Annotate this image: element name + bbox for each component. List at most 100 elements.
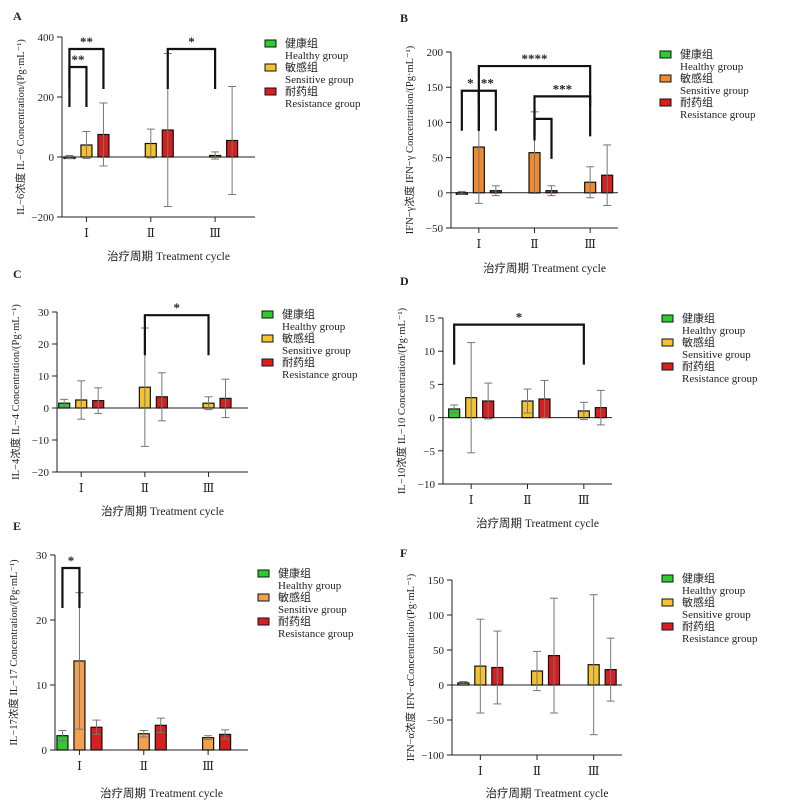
significance-label: **: [481, 76, 494, 91]
legend-label-en: Resistance group: [682, 633, 758, 645]
legend-swatch-healthy: [264, 39, 277, 48]
legend-swatch-healthy: [257, 569, 270, 578]
legend-label-zh: 敏感组: [680, 71, 713, 85]
legend-label-en: Sensitive group: [282, 345, 351, 357]
legend-label-zh: 耐药组: [285, 84, 318, 98]
y-axis-title: IL−17浓度 IL−17 Concentration/(Pg·mL⁻¹): [7, 559, 20, 746]
x-tick-label: Ⅲ: [578, 493, 590, 507]
significance-bracket: [453, 323, 585, 365]
y-tick-label: 400: [38, 32, 55, 44]
legend-label-zh: 敏感组: [285, 60, 318, 74]
x-tick-label: Ⅱ: [141, 481, 149, 495]
y-tick-label: −20: [32, 467, 50, 479]
significance-bracket: [68, 65, 88, 107]
panel-label: E: [13, 519, 21, 533]
legend-swatch-sensitive: [661, 598, 674, 607]
x-tick-label: Ⅱ: [147, 226, 155, 240]
x-tick-label: Ⅱ: [530, 237, 538, 251]
y-tick-label: −100: [421, 750, 444, 762]
legend-label-en: Resistance group: [680, 109, 756, 121]
x-tick-label: Ⅲ: [209, 226, 221, 240]
legend-label-en: Resistance group: [285, 98, 361, 110]
x-tick-label: Ⅰ: [79, 481, 84, 495]
legend-swatch-resistance: [257, 617, 270, 626]
legend-swatch-sensitive: [659, 74, 672, 83]
x-tick-label: Ⅰ: [469, 493, 474, 507]
significance-label: *: [516, 310, 523, 325]
chart-panel-b: B −50 0 50 100 150 200 Ⅰ Ⅱ Ⅲ 治疗周期 Treatment cycle I…: [400, 11, 756, 275]
y-tick-label: 0: [44, 403, 50, 415]
significance-label: *: [188, 34, 195, 49]
legend-swatch-healthy: [659, 50, 672, 59]
x-tick-label: Ⅰ: [77, 759, 82, 773]
x-tick-label: Ⅰ: [84, 226, 89, 240]
y-tick-label: 0: [439, 680, 445, 692]
y-tick-label: 5: [430, 379, 436, 391]
y-tick-label: 100: [427, 117, 444, 129]
y-tick-label: 20: [36, 615, 48, 627]
legend-label-en: Resistance group: [682, 373, 758, 385]
chart-panel-d: D −10 −5 0 5 10 15 Ⅰ Ⅱ Ⅲ 治疗周期 Treatment cycle IL−10…: [395, 274, 758, 530]
significance-bracket: [460, 89, 480, 131]
significance-bracket: [477, 64, 592, 107]
chart-panel-a: A −200 0 200 400 Ⅰ Ⅱ Ⅲ 治疗周期 Treatment cycle IL−6浓…: [13, 9, 361, 263]
legend-label-en: Sensitive group: [278, 604, 347, 616]
significance-bracket: [68, 47, 105, 89]
y-axis-title: IL−4浓度 IL−4 Concentration/(Pg·mL⁻¹): [9, 304, 22, 480]
y-tick-label: 200: [427, 47, 444, 59]
legend-swatch-healthy: [261, 310, 274, 319]
significance-bracket: [533, 95, 592, 137]
legend-swatch-resistance: [659, 98, 672, 107]
y-axis-title: IL−6浓度 IL−6 Concentration/(Pg·mL⁻¹): [14, 39, 27, 215]
legend-label-en: Sensitive group: [680, 85, 749, 97]
x-tick-label: Ⅱ: [533, 764, 541, 778]
legend-label-zh: 耐药组: [682, 359, 715, 373]
legend-swatch-sensitive: [257, 593, 270, 602]
x-axis-title: 治疗周期 Treatment cycle: [486, 786, 609, 800]
panel-label: B: [400, 11, 408, 25]
y-tick-label: 0: [430, 413, 436, 425]
significance-label: **: [71, 52, 84, 67]
panel-label: A: [13, 9, 22, 23]
chart-panel-f: F −100 −50 0 50 100 150 Ⅰ Ⅱ Ⅲ 治疗周期 Treatment cycle…: [400, 546, 758, 800]
legend-label-zh: 健康组: [285, 36, 318, 50]
significance-label: *: [68, 553, 75, 568]
x-axis-title: 治疗周期 Treatment cycle: [107, 249, 230, 263]
y-axis-title: IFN−α浓度 IFN−αConcentration/(Pg·mL⁻¹): [404, 573, 417, 761]
y-tick-label: 15: [424, 313, 436, 325]
x-axis-title: 治疗周期 Treatment cycle: [100, 786, 223, 800]
y-tick-label: 0: [42, 745, 48, 757]
legend-swatch-sensitive: [264, 63, 277, 72]
x-tick-label: Ⅰ: [476, 237, 481, 251]
legend-swatch-sensitive: [661, 338, 674, 347]
legend-label-zh: 耐药组: [278, 614, 311, 628]
significance-label: ****: [522, 51, 548, 66]
y-tick-label: 200: [38, 92, 55, 104]
significance-bracket: [166, 47, 217, 89]
y-axis-title: IL−10浓度 IL−10 Concentration/(Pg·mL⁻¹): [395, 307, 408, 494]
legend-label-en: Healthy group: [682, 325, 746, 337]
y-tick-label: 150: [428, 575, 445, 587]
legend-swatch-resistance: [261, 358, 274, 367]
significance-bracket: [61, 566, 81, 608]
chart-panel-c: C −20 −10 0 10 20 30 Ⅰ Ⅱ Ⅲ 治疗周期 Treatment cycle IL−…: [9, 267, 358, 518]
chart-panel-e: E 0 10 20 30 Ⅰ Ⅱ Ⅲ 治疗周期 Treatment cycle IL−17浓度 I…: [7, 519, 354, 800]
y-tick-label: −200: [31, 212, 54, 224]
legend-label-zh: 健康组: [682, 571, 715, 585]
y-tick-label: 50: [433, 645, 445, 657]
legend-label-en: Resistance group: [278, 628, 354, 640]
legend-label-en: Sensitive group: [285, 74, 354, 86]
x-tick-label: Ⅱ: [523, 493, 531, 507]
legend-label-zh: 耐药组: [680, 95, 713, 109]
x-tick-label: Ⅲ: [202, 759, 214, 773]
y-tick-label: −50: [426, 223, 444, 235]
y-tick-label: −50: [427, 715, 445, 727]
legend-label-zh: 耐药组: [682, 619, 715, 633]
